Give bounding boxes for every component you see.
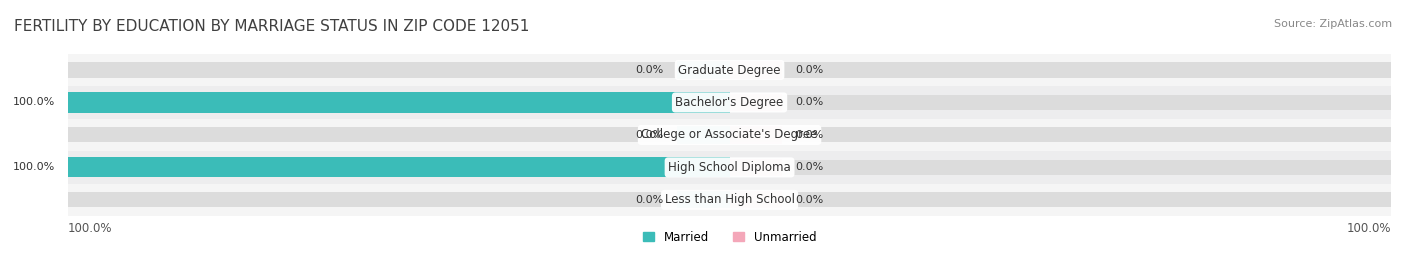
- Bar: [67, 54, 1391, 86]
- Bar: [676, 61, 730, 79]
- Bar: [67, 160, 1391, 175]
- Bar: [67, 157, 730, 178]
- Text: 100.0%: 100.0%: [13, 162, 55, 172]
- Text: 0.0%: 0.0%: [796, 65, 824, 75]
- Bar: [67, 128, 1391, 143]
- Text: FERTILITY BY EDUCATION BY MARRIAGE STATUS IN ZIP CODE 12051: FERTILITY BY EDUCATION BY MARRIAGE STATU…: [14, 19, 530, 34]
- Bar: [730, 159, 783, 176]
- Bar: [730, 126, 783, 143]
- Text: 0.0%: 0.0%: [796, 162, 824, 172]
- Text: Source: ZipAtlas.com: Source: ZipAtlas.com: [1274, 19, 1392, 29]
- Bar: [67, 184, 1391, 216]
- Bar: [676, 126, 730, 143]
- Bar: [730, 94, 783, 111]
- Bar: [67, 95, 1391, 110]
- Bar: [730, 191, 783, 208]
- Bar: [67, 62, 1391, 77]
- Bar: [67, 93, 730, 112]
- Bar: [67, 151, 1391, 184]
- Bar: [67, 192, 1391, 207]
- Legend: Married, Unmarried: Married, Unmarried: [638, 226, 821, 248]
- Text: 100.0%: 100.0%: [67, 222, 112, 235]
- Text: Less than High School: Less than High School: [665, 193, 794, 206]
- Bar: [676, 191, 730, 208]
- Text: Bachelor's Degree: Bachelor's Degree: [675, 96, 783, 109]
- Text: 100.0%: 100.0%: [13, 97, 55, 108]
- Text: College or Associate's Degree: College or Associate's Degree: [641, 129, 818, 141]
- Text: 0.0%: 0.0%: [636, 130, 664, 140]
- Bar: [730, 61, 783, 79]
- Text: 0.0%: 0.0%: [636, 195, 664, 205]
- Text: 0.0%: 0.0%: [796, 97, 824, 108]
- Text: Graduate Degree: Graduate Degree: [678, 63, 780, 76]
- Text: 0.0%: 0.0%: [796, 130, 824, 140]
- Text: 0.0%: 0.0%: [796, 195, 824, 205]
- Bar: [67, 86, 1391, 119]
- Text: 0.0%: 0.0%: [636, 65, 664, 75]
- Text: High School Diploma: High School Diploma: [668, 161, 792, 174]
- Bar: [67, 119, 1391, 151]
- Text: 100.0%: 100.0%: [1347, 222, 1391, 235]
